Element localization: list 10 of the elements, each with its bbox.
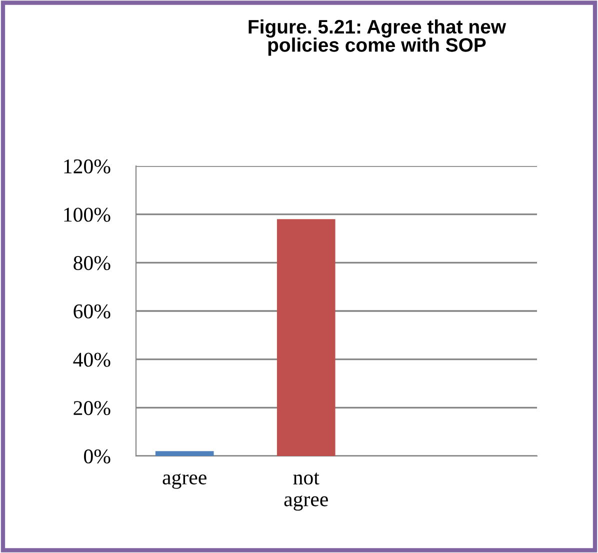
- y-tick-label: 100%: [64, 208, 110, 222]
- x-tick-label: not agree: [284, 472, 328, 511]
- y-tick-label: 80%: [74, 256, 110, 270]
- y-tick-label: 60%: [74, 304, 110, 318]
- x-tick-label: agree: [162, 474, 206, 489]
- y-tick-label: 120%: [64, 159, 110, 174]
- y-tick-label: 0%: [84, 449, 110, 464]
- y-tick-label: 40%: [73, 352, 110, 367]
- y-tick-label: 20%: [74, 401, 110, 416]
- chart-title: Figure. 5.21: Agree that new policies come with SOP: [248, 19, 506, 56]
